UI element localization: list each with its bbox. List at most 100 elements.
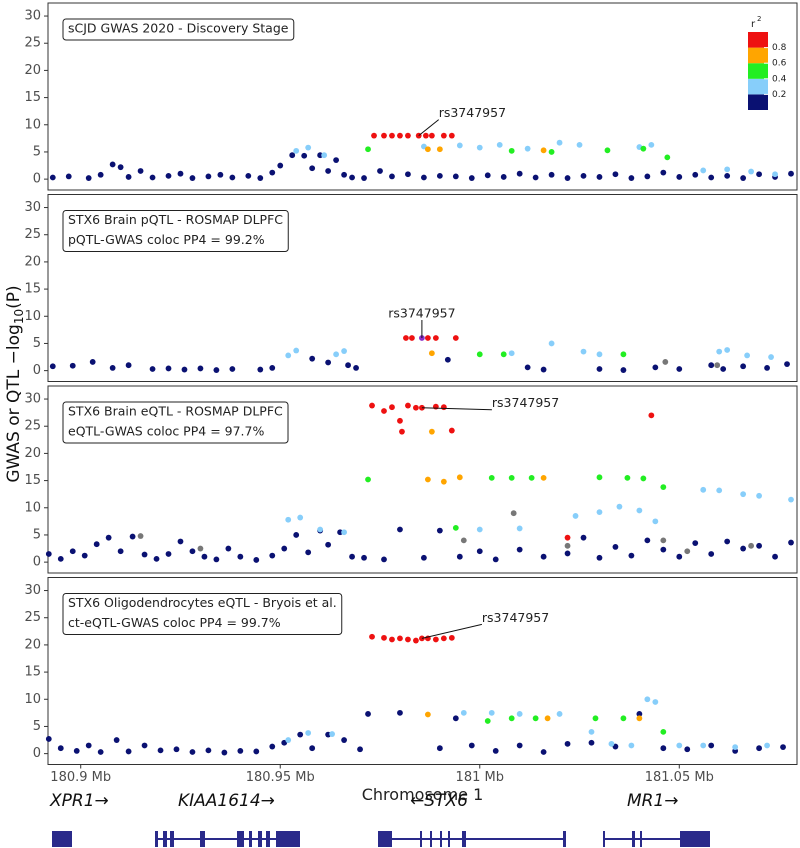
point bbox=[784, 361, 790, 368]
exon bbox=[430, 831, 432, 847]
exon bbox=[462, 831, 466, 847]
y-axis-label: GWAS or QTL −log10(P) bbox=[4, 285, 26, 482]
panel-title-line: eQTL-GWAS coloc PP4 = 97.7% bbox=[68, 424, 264, 439]
point bbox=[496, 141, 503, 148]
point bbox=[572, 513, 579, 519]
point bbox=[564, 542, 571, 549]
point bbox=[476, 351, 483, 358]
point bbox=[468, 742, 475, 749]
exon bbox=[563, 831, 566, 847]
point bbox=[257, 366, 264, 373]
x-tick-label: 181 Mb bbox=[456, 770, 504, 785]
point bbox=[740, 491, 747, 498]
point bbox=[768, 354, 774, 360]
point bbox=[369, 633, 375, 640]
point bbox=[269, 169, 276, 176]
point bbox=[492, 556, 499, 563]
point bbox=[422, 132, 429, 139]
point bbox=[620, 351, 627, 358]
point bbox=[648, 141, 655, 148]
point bbox=[365, 711, 371, 717]
legend-swatch bbox=[748, 94, 768, 110]
point bbox=[628, 175, 635, 181]
panel-title-box bbox=[62, 210, 289, 252]
point bbox=[748, 168, 755, 175]
exon bbox=[603, 831, 605, 847]
point bbox=[528, 474, 535, 481]
annotation-leader bbox=[418, 119, 440, 137]
gene-label: KIAA1614→ bbox=[178, 791, 275, 811]
point bbox=[309, 355, 316, 362]
point bbox=[452, 173, 459, 180]
point bbox=[397, 709, 403, 716]
legend-title-sup: 2 bbox=[757, 15, 761, 23]
point bbox=[660, 169, 667, 176]
point bbox=[740, 363, 747, 370]
point bbox=[676, 174, 683, 180]
point bbox=[301, 152, 308, 159]
point bbox=[660, 728, 667, 735]
point bbox=[692, 171, 699, 178]
legend-tick-label: 0.6 bbox=[772, 59, 787, 69]
point bbox=[604, 147, 611, 154]
y-tick-label: 0 bbox=[33, 746, 41, 761]
point bbox=[269, 365, 276, 371]
point bbox=[448, 427, 455, 434]
point bbox=[289, 152, 296, 159]
y-tick-label: 10 bbox=[24, 309, 41, 324]
point bbox=[540, 366, 547, 373]
point bbox=[440, 478, 447, 485]
point bbox=[488, 474, 495, 481]
exon bbox=[448, 831, 450, 847]
point bbox=[788, 496, 794, 503]
y-tick-label: 20 bbox=[24, 446, 41, 461]
point bbox=[540, 474, 547, 481]
point bbox=[748, 542, 755, 549]
point bbox=[125, 362, 132, 369]
point bbox=[716, 348, 723, 355]
point bbox=[109, 365, 116, 371]
point bbox=[89, 359, 96, 365]
panel-title-line: STX6 Brain eQTL - ROSMAP DLPFC bbox=[68, 404, 283, 419]
point bbox=[740, 545, 747, 552]
point bbox=[628, 742, 635, 749]
point bbox=[389, 173, 395, 180]
point bbox=[201, 553, 208, 560]
point bbox=[444, 356, 451, 363]
point bbox=[397, 132, 403, 139]
exon bbox=[276, 831, 300, 847]
point bbox=[676, 553, 683, 560]
y-tick-label: 25 bbox=[24, 227, 41, 242]
point bbox=[652, 518, 659, 525]
exon bbox=[420, 831, 422, 847]
point bbox=[648, 412, 655, 419]
point bbox=[293, 347, 300, 354]
point bbox=[484, 172, 491, 179]
point bbox=[510, 510, 517, 517]
point bbox=[676, 742, 683, 749]
panel-title: STX6 Brain pQTL - ROSMAP DLPFC pQTL-GWAS … bbox=[62, 210, 289, 252]
point bbox=[117, 164, 124, 171]
point bbox=[516, 546, 523, 553]
point bbox=[508, 715, 515, 722]
point bbox=[361, 175, 367, 181]
point bbox=[389, 132, 395, 139]
exon bbox=[266, 831, 270, 847]
point bbox=[420, 554, 427, 561]
y-tick-label: 15 bbox=[24, 282, 41, 297]
point bbox=[420, 174, 427, 181]
point bbox=[165, 551, 172, 557]
point bbox=[97, 171, 104, 178]
point bbox=[177, 538, 184, 545]
point bbox=[189, 749, 196, 755]
point bbox=[305, 730, 312, 736]
point bbox=[440, 635, 447, 642]
point bbox=[456, 142, 463, 149]
y-tick-label: 30 bbox=[24, 200, 41, 215]
point bbox=[548, 340, 555, 347]
point bbox=[141, 742, 148, 749]
annotation-label: rs3747957 bbox=[492, 395, 559, 410]
point bbox=[620, 367, 627, 373]
point bbox=[708, 174, 715, 181]
point bbox=[740, 175, 747, 181]
